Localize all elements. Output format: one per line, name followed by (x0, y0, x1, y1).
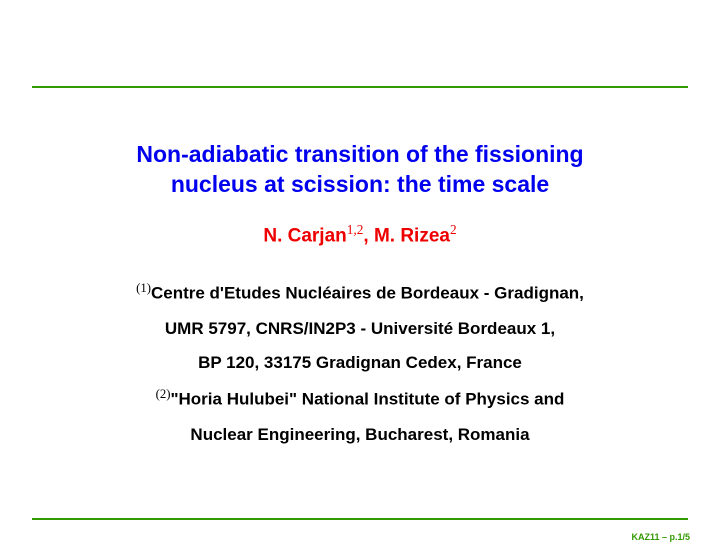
authors-sep: , (363, 225, 374, 246)
slide-content: Non-adiabatic transition of the fissioni… (48, 140, 672, 453)
top-rule (32, 86, 688, 88)
author-2-sup: 2 (450, 222, 457, 237)
author-2-name: M. Rizea (374, 225, 450, 246)
affiliation-line-5: Nuclear Engineering, Bucharest, Romania (190, 425, 529, 444)
title-line-1: Non-adiabatic transition of the fissioni… (136, 141, 583, 167)
affiliation-sup-1: (1) (136, 281, 151, 295)
affiliation-line-2: UMR 5797, CNRS/IN2P3 - Université Bordea… (165, 319, 555, 338)
slide-title: Non-adiabatic transition of the fissioni… (48, 140, 672, 200)
page-footer: KAZ11 – p.1/5 (631, 532, 690, 542)
affiliations-block: (1)Centre d'Etudes Nucléaires de Bordeau… (48, 275, 672, 453)
affiliation-line-4: "Horia Hulubei" National Institute of Ph… (170, 390, 564, 409)
author-1-name: N. Carjan (263, 225, 346, 246)
affiliation-sup-2: (2) (156, 387, 171, 401)
authors-line: N. Carjan1,2, M. Rizea2 (48, 222, 672, 247)
affiliation-line-3: BP 120, 33175 Gradignan Cedex, France (198, 353, 522, 372)
bottom-rule (32, 518, 688, 520)
affiliation-line-1: Centre d'Etudes Nucléaires de Bordeaux -… (151, 284, 584, 303)
title-line-2: nucleus at scission: the time scale (171, 171, 549, 197)
author-1-sup: 1,2 (347, 222, 364, 237)
